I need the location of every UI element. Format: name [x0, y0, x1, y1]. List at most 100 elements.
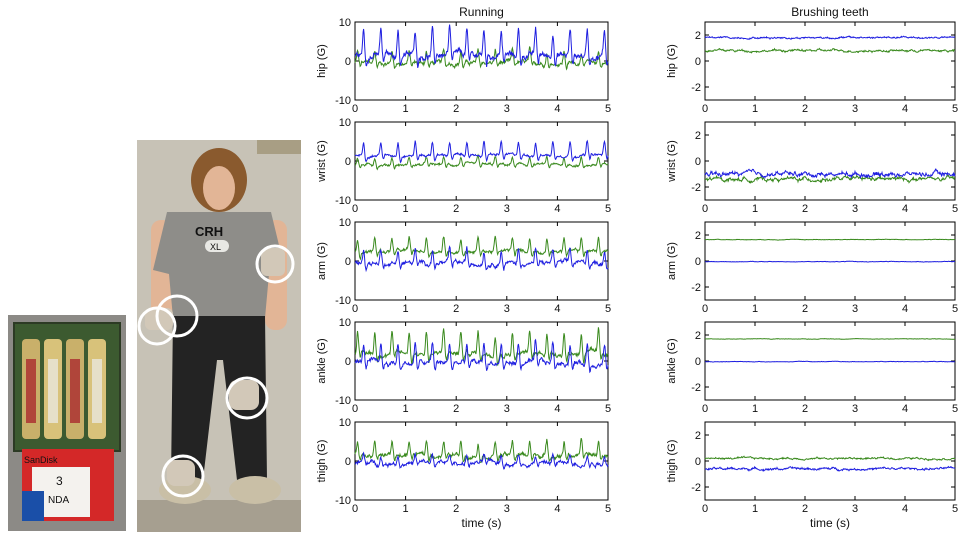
x-tick-label: 5 [605, 303, 611, 315]
x-tick-label: 2 [802, 103, 808, 115]
x-tick-label: 5 [605, 203, 611, 215]
x-tick-label: 0 [702, 303, 708, 315]
x-tick-label: 3 [852, 503, 858, 515]
x-tick-label: 2 [453, 103, 459, 115]
x-tick-label: 3 [852, 303, 858, 315]
x-tick-label: 2 [802, 503, 808, 515]
y-tick-label: 10 [339, 417, 351, 429]
arm-sensor-marker [255, 244, 295, 284]
y-tick-label: -10 [335, 195, 351, 207]
x-tick-label: 5 [605, 503, 611, 515]
x-tick-label: 0 [352, 503, 358, 515]
y-axis-label: thigh (G) [666, 440, 678, 483]
x-tick-label: 3 [852, 203, 858, 215]
x-tick-label: 1 [752, 303, 758, 315]
y-tick-label: 2 [695, 30, 701, 42]
x-tick-label: 4 [902, 103, 908, 115]
y-tick-label: 0 [695, 456, 701, 468]
x-tick-label: 4 [554, 303, 560, 315]
x-tick-label: 0 [702, 203, 708, 215]
x-tick-label: 1 [752, 403, 758, 415]
x-tick-label: 0 [702, 403, 708, 415]
y-tick-label: -10 [335, 295, 351, 307]
y-axis-label: ankle (G) [316, 338, 328, 383]
y-axis-label: hip (G) [666, 44, 678, 78]
device-brand-text: SanDisk [24, 455, 58, 465]
series-line-blue [354, 24, 609, 69]
x-tick-label: 3 [504, 403, 510, 415]
y-axis-label: hip (G) [316, 44, 328, 78]
x-tick-label: 1 [403, 503, 409, 515]
y-tick-label: 0 [345, 356, 351, 368]
x-tick-label: 2 [453, 203, 459, 215]
y-axis-label: arm (G) [666, 242, 678, 280]
y-tick-label: 10 [339, 217, 351, 229]
y-tick-label: 10 [339, 317, 351, 329]
series-line-green [354, 235, 609, 261]
x-tick-label: 1 [403, 403, 409, 415]
x-axis-label: time (s) [810, 516, 850, 530]
x-axis-label: time (s) [462, 516, 502, 530]
series-line-green [354, 46, 609, 71]
x-tick-label: 2 [802, 303, 808, 315]
x-tick-label: 0 [352, 103, 358, 115]
subject-photo: CRH XL [137, 140, 301, 532]
y-tick-label: 10 [339, 17, 351, 29]
y-tick-label: 0 [695, 56, 701, 68]
x-tick-label: 5 [605, 103, 611, 115]
series-line-blue [354, 338, 609, 374]
x-tick-label: 4 [554, 503, 560, 515]
x-tick-label: 0 [352, 203, 358, 215]
x-tick-label: 0 [702, 503, 708, 515]
y-tick-label: -2 [691, 182, 701, 194]
device-code-text: NDA [48, 495, 69, 506]
y-tick-label: 0 [695, 256, 701, 268]
plot-frame [704, 21, 956, 101]
y-tick-label: -2 [691, 482, 701, 494]
hip-sensor-marker [155, 294, 199, 338]
x-tick-label: 2 [802, 403, 808, 415]
y-tick-label: -2 [691, 382, 701, 394]
x-tick-label: 3 [504, 303, 510, 315]
chart-title: Brushing teeth [791, 5, 868, 19]
x-tick-label: 4 [902, 303, 908, 315]
y-tick-label: -2 [691, 82, 701, 94]
plot-frame [354, 221, 609, 301]
series-line-blue [704, 260, 956, 263]
x-tick-label: 1 [752, 203, 758, 215]
x-tick-label: 0 [352, 403, 358, 415]
series-line-green [704, 47, 956, 54]
x-tick-label: 5 [605, 403, 611, 415]
x-tick-label: 3 [852, 103, 858, 115]
plot-frame [354, 121, 609, 201]
x-tick-label: 3 [504, 203, 510, 215]
wrist-sensor-marker [137, 306, 177, 346]
chart-title: Running [459, 5, 504, 19]
shirt-size-text: XL [210, 242, 221, 252]
plot-frame [354, 21, 609, 101]
x-tick-label: 4 [554, 403, 560, 415]
x-tick-label: 4 [902, 203, 908, 215]
x-tick-label: 3 [852, 403, 858, 415]
y-tick-label: -10 [335, 95, 351, 107]
y-tick-label: 2 [695, 230, 701, 242]
x-tick-label: 1 [752, 503, 758, 515]
series-line-blue [704, 465, 956, 472]
y-tick-label: 0 [695, 156, 701, 168]
x-tick-label: 1 [403, 303, 409, 315]
y-tick-label: -10 [335, 495, 351, 507]
x-tick-label: 3 [504, 503, 510, 515]
series-line-blue [354, 451, 609, 470]
y-tick-label: 10 [339, 117, 351, 129]
x-tick-label: 5 [952, 503, 958, 515]
x-tick-label: 5 [952, 103, 958, 115]
x-tick-label: 3 [504, 103, 510, 115]
y-tick-label: 0 [345, 456, 351, 468]
series-line-blue [354, 139, 609, 164]
x-tick-label: 5 [952, 303, 958, 315]
x-tick-label: 5 [952, 403, 958, 415]
y-tick-label: 0 [695, 356, 701, 368]
series-line-blue [704, 168, 956, 180]
plot-frame [704, 421, 956, 501]
y-axis-label: thigh (G) [316, 440, 328, 483]
